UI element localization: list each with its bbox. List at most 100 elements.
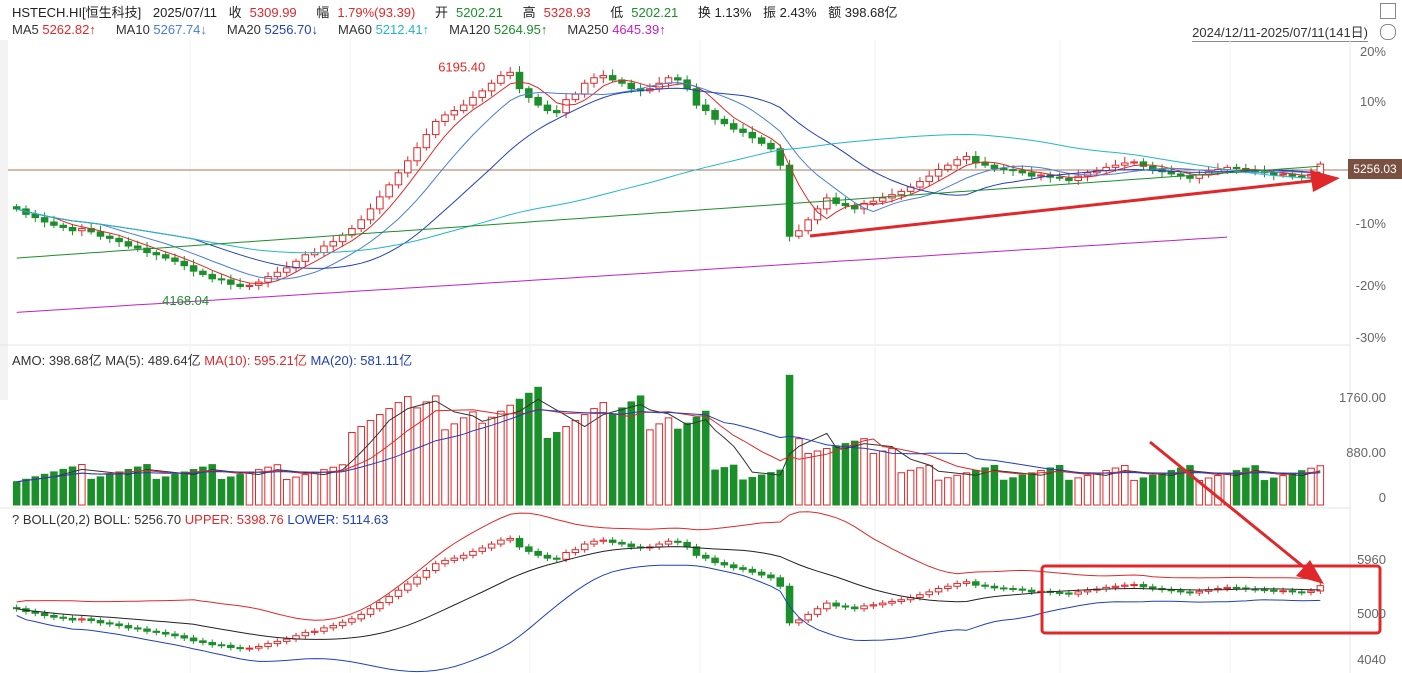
boll-candle-body [674, 540, 682, 543]
settings-icon[interactable] [1380, 3, 1396, 19]
ma5-line [16, 79, 1321, 285]
close-label: 收 5309.99 [228, 5, 297, 20]
amount-bar [292, 476, 300, 506]
amount-bar [999, 479, 1008, 506]
boll-candle-body [320, 627, 328, 632]
amount-bar [366, 420, 375, 506]
candle-body [934, 169, 943, 177]
candle-body [1270, 172, 1278, 176]
amount-bar [31, 476, 40, 506]
candle-body [1279, 173, 1287, 176]
amount-bar [208, 464, 216, 506]
amount-bar [878, 450, 887, 506]
side-toolbar[interactable] [0, 40, 8, 400]
amount-bar [850, 440, 859, 506]
boll-candle-body [571, 549, 580, 553]
candle-body [1121, 162, 1129, 166]
boll-candle-body [133, 627, 142, 630]
boll-candle-body [310, 630, 319, 633]
ma-name: MA10 [115, 22, 154, 37]
candle-body [469, 96, 477, 106]
amount-bar [1139, 477, 1148, 506]
amount-bar [1046, 467, 1055, 506]
boll-candle-body [329, 625, 338, 629]
boll-candle-body [590, 540, 598, 545]
boll-candle-body [860, 605, 868, 610]
amount-bar [1083, 474, 1092, 506]
amount-bar [1065, 479, 1073, 506]
candle-body [180, 260, 189, 267]
boll-candle-body [1027, 589, 1036, 593]
amount-legend: AMO: 398.68亿 MA(5): 489.64亿 MA(10): 595.… [12, 350, 412, 369]
amount-ma20-line [16, 409, 1321, 483]
amount-bar [1214, 475, 1222, 506]
boll-candle-body [916, 594, 924, 598]
amount-bar [1102, 469, 1110, 506]
candle-body [543, 104, 552, 112]
amount-bar [934, 479, 943, 506]
boll-candle-body [68, 617, 77, 621]
boll-candle-body [366, 608, 375, 615]
date-range-selector[interactable]: 2024/12/11-2025/07/11(141日) [1192, 22, 1368, 42]
candle-body [729, 123, 738, 130]
candle-body [133, 245, 142, 249]
amount-bar [1074, 477, 1082, 506]
boll-candle-body [143, 628, 151, 632]
amount-bar [478, 422, 487, 506]
boll-candle-body [217, 644, 226, 647]
boll-candle-body [255, 645, 263, 649]
boll-candle-body [506, 537, 514, 541]
config-icon[interactable] [1380, 24, 1396, 40]
amount-bar [869, 453, 878, 506]
boll-candle-body [813, 608, 822, 615]
amount-bar [1055, 464, 1064, 506]
candle-body [106, 235, 114, 239]
boll-candle-body [515, 537, 524, 548]
amount-bar [590, 408, 598, 506]
boll-candle-body [1307, 590, 1315, 593]
boll-candle-body [618, 541, 626, 545]
candle-body [962, 155, 971, 161]
boll-candle-body [776, 577, 785, 587]
candle-body [627, 82, 636, 90]
amount-bar [534, 386, 542, 506]
low-label: 低 5202.21 [610, 5, 679, 20]
amount-bar [804, 452, 812, 506]
ma-legend-item: MA60 5212.41↑ [338, 22, 439, 37]
boll-candle-body [152, 630, 161, 633]
amount-bar [888, 448, 896, 506]
ma-legend-item: MA5 5262.82↑ [12, 22, 106, 37]
amount-bar [487, 416, 496, 506]
amo-value: AMO: 398.68亿 [12, 353, 102, 368]
amount-bar [1009, 477, 1017, 506]
boll-candle-body [729, 564, 738, 569]
candle-body [785, 164, 794, 237]
candle-body [497, 75, 505, 84]
boll-help-icon[interactable]: ? [12, 512, 20, 527]
boll-candle-body [804, 613, 812, 621]
amount-bar [813, 450, 822, 506]
boll-name[interactable]: BOLL(20,2) [22, 512, 91, 527]
boll-candle-body [1009, 588, 1017, 590]
boll-candle-body [1270, 589, 1278, 592]
boll-candle-body [757, 571, 766, 576]
amount-bar [897, 472, 906, 506]
boll-candle-body [348, 618, 356, 623]
candle-body [1232, 166, 1241, 169]
current-price-tag: 5256.03 [1348, 159, 1402, 179]
candle-body [385, 184, 393, 198]
boll-candle-body [1065, 592, 1073, 595]
boll-candle-body [1121, 584, 1129, 587]
boll-candle-body [394, 589, 403, 597]
symbol-label[interactable]: HSTECH.HI[恒生科技] [12, 5, 142, 20]
candle-body [143, 247, 151, 254]
candle-body [897, 190, 906, 196]
high-label: 高 5328.93 [522, 5, 591, 20]
amount-bar [1270, 477, 1278, 506]
amount-bar [152, 478, 161, 506]
amount-bar [720, 467, 729, 506]
candle-body [1009, 169, 1017, 172]
amount-bar [1316, 465, 1325, 506]
amount-bar [301, 474, 310, 506]
